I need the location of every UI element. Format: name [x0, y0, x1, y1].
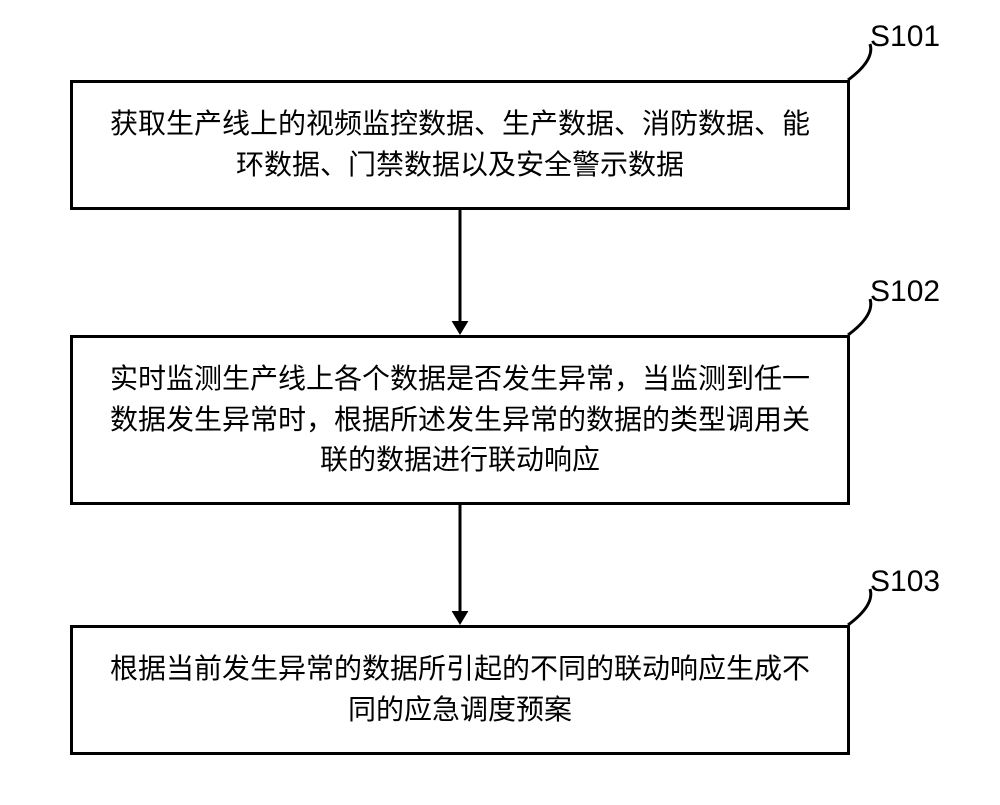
flow-arrow [0, 0, 1000, 805]
flowchart-canvas: 获取生产线上的视频监控数据、生产数据、消防数据、能环数据、门禁数据以及安全警示数… [0, 0, 1000, 805]
